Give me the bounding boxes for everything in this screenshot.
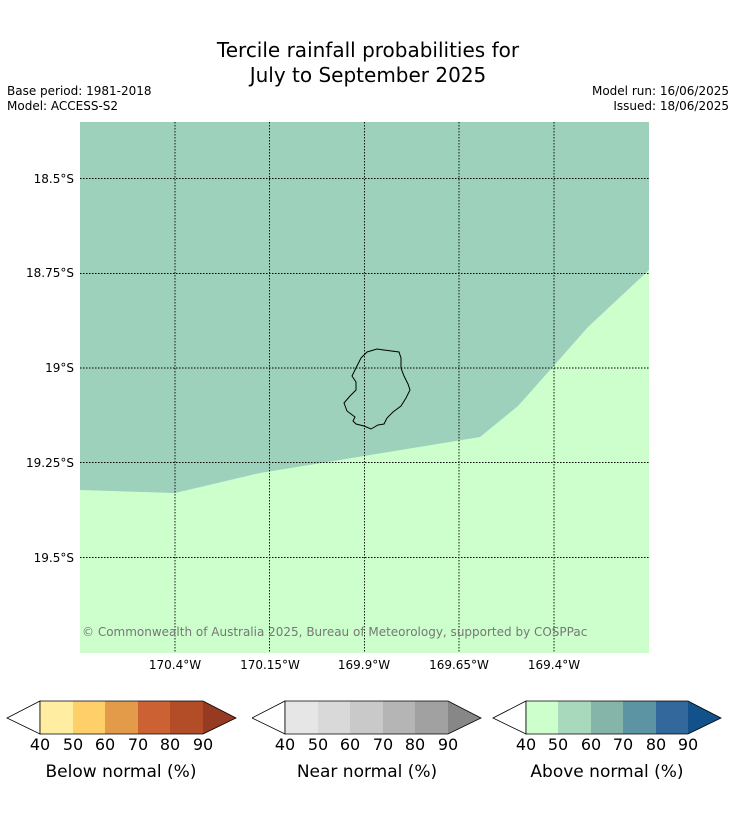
colorbar-above-segment-5 xyxy=(656,701,688,734)
colorbar-below-segment-4 xyxy=(138,701,170,734)
map-svg xyxy=(80,122,649,653)
colorbar-above-tick-40: 40 xyxy=(515,735,537,754)
colorbar-near-normal xyxy=(252,700,484,736)
colorbar-above-tick-80: 80 xyxy=(645,735,667,754)
title-line-2: July to September 2025 xyxy=(249,63,487,87)
colorbar-above-segment-2 xyxy=(558,701,591,734)
colorbar-above-tick-70: 70 xyxy=(612,735,634,754)
colorbar-near-tick-60: 60 xyxy=(339,735,361,754)
island-coastline xyxy=(343,348,411,430)
colorbar-below-tick-60: 60 xyxy=(94,735,116,754)
colorbar-above-tick-60: 60 xyxy=(580,735,602,754)
colorbar-below-segment-3 xyxy=(105,701,138,734)
gridlines xyxy=(80,122,649,653)
title-line-1: Tercile rainfall probabilities for xyxy=(216,38,520,62)
colorbar-near-high-extend xyxy=(448,701,481,734)
map-panel xyxy=(80,122,649,653)
lon-label-2: 170.15°W xyxy=(240,658,300,672)
colorbar-near-segment-3 xyxy=(350,701,383,734)
colorbar-below-tick-40: 40 xyxy=(29,735,51,754)
copyright-notice: © Commonwealth of Australia 2025, Bureau… xyxy=(82,625,588,639)
colorbar-above-label: Above normal (%) xyxy=(530,762,684,782)
model-name: Model: ACCESS-S2 xyxy=(7,99,119,113)
colorbar-below-tick-50: 50 xyxy=(62,735,84,754)
colorbar-above-segment-3 xyxy=(591,701,623,734)
colorbar-below-segment-5 xyxy=(170,701,203,734)
colorbar-near-tick-70: 70 xyxy=(372,735,394,754)
meta-left: Base period: 1981-2018 Model: ACCESS-S2 xyxy=(7,84,152,114)
chart-title: Tercile rainfall probabilities for July … xyxy=(0,38,736,88)
base-period: Base period: 1981-2018 xyxy=(7,84,152,98)
colorbar-above-tick-50: 50 xyxy=(547,735,569,754)
colorbar-below-segment-2 xyxy=(73,701,105,734)
colorbar-near-segment-2 xyxy=(318,701,350,734)
colorbar-above-tick-90: 90 xyxy=(677,735,699,754)
colorbar-above-normal xyxy=(492,700,724,736)
colorbar-above-high-extend xyxy=(688,701,721,734)
colorbar-near-tick-50: 50 xyxy=(307,735,329,754)
lat-label-1: 18.5°S xyxy=(33,172,74,186)
meta-right: Model run: 16/06/2025 Issued: 18/06/2025 xyxy=(592,84,729,114)
colorbar-below-label: Below normal (%) xyxy=(45,762,197,782)
lon-label-1: 170.4°W xyxy=(148,658,202,672)
colorbar-above-segment-1 xyxy=(526,701,558,734)
colorbar-near-label: Near normal (%) xyxy=(296,762,438,782)
colorbar-above-segment-4 xyxy=(623,701,656,734)
lon-label-4: 169.65°W xyxy=(429,658,489,672)
colorbar-below-low-extend xyxy=(6,700,41,735)
lat-label-3: 19°S xyxy=(45,361,74,375)
issued-date: Issued: 18/06/2025 xyxy=(613,99,729,113)
colorbar-below-high-extend xyxy=(203,701,236,734)
colorbar-below-tick-80: 80 xyxy=(159,735,181,754)
lat-label-4: 19.25°S xyxy=(26,456,74,470)
colorbar-near-tick-90: 90 xyxy=(437,735,459,754)
colorbar-above-low-extend xyxy=(492,700,527,735)
lat-label-2: 18.75°S xyxy=(26,266,74,280)
lon-label-3: 169.9°W xyxy=(337,658,391,672)
colorbar-below-segment-1 xyxy=(40,701,73,734)
colorbar-near-segment-4 xyxy=(383,701,415,734)
lon-label-5: 169.4°W xyxy=(527,658,581,672)
colorbar-below-normal xyxy=(6,700,238,736)
colorbar-below-tick-90: 90 xyxy=(192,735,214,754)
colorbar-near-low-extend xyxy=(252,700,286,735)
lat-label-5: 19.5°S xyxy=(33,551,74,565)
colorbar-near-tick-40: 40 xyxy=(274,735,296,754)
colorbar-below-tick-70: 70 xyxy=(127,735,149,754)
colorbar-near-segment-1 xyxy=(285,701,318,734)
colorbar-near-segment-5 xyxy=(415,701,448,734)
colorbar-near-tick-80: 80 xyxy=(404,735,426,754)
model-run: Model run: 16/06/2025 xyxy=(591,84,729,98)
